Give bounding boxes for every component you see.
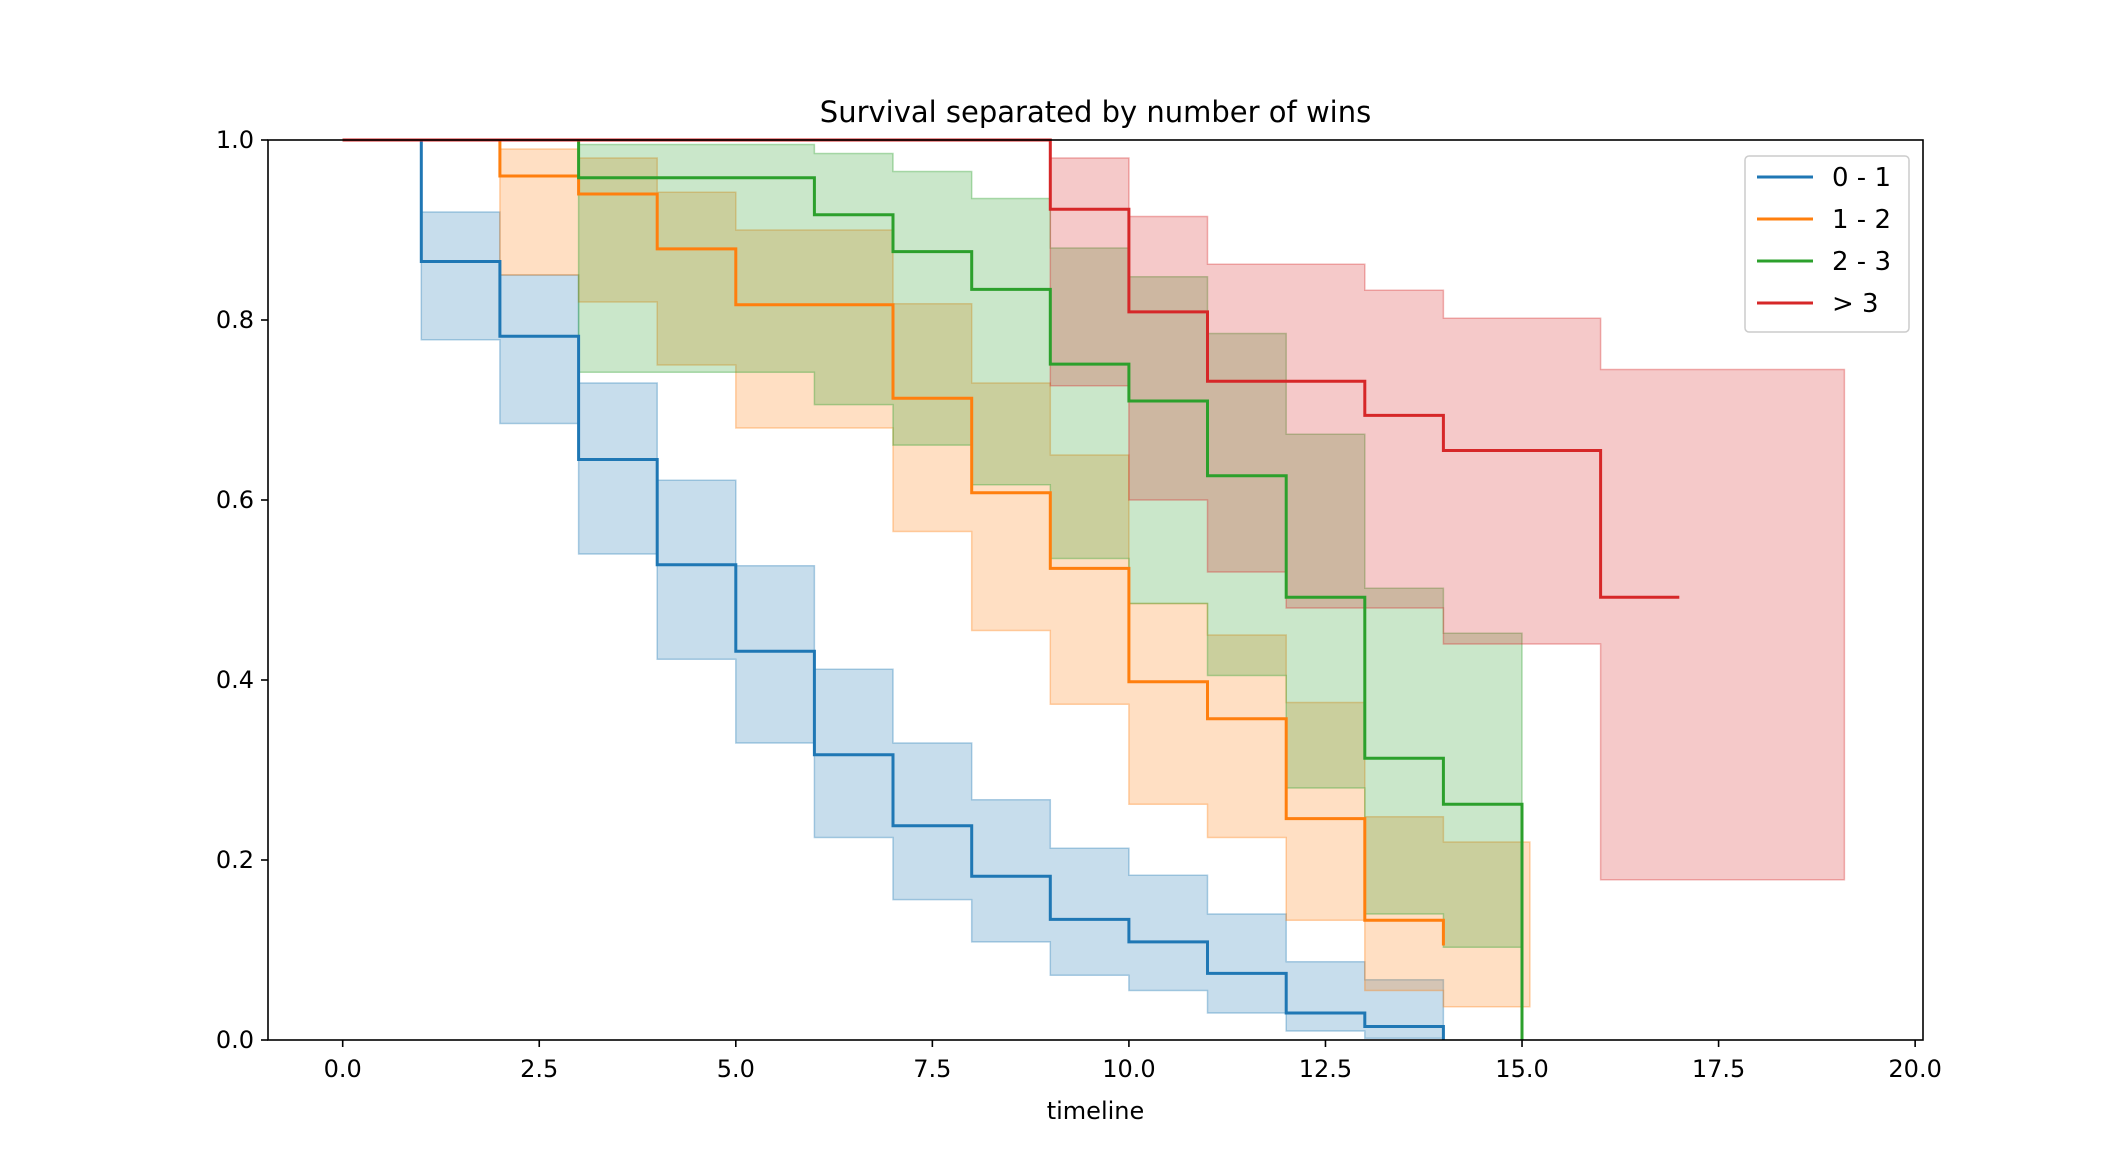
legend-frame bbox=[1744, 155, 1910, 333]
series-4-survival-line bbox=[342, 138, 1680, 599]
x-axis-ticks: 0.0 2.5 5.0 7.5 10.0 12.5 15.0 17.5 20.0 bbox=[324, 1040, 1942, 1083]
y-axis-ticks: 0.0 0.2 0.4 0.6 0.8 1.0 bbox=[216, 126, 268, 1054]
y-tick-label: 0.4 bbox=[216, 666, 254, 694]
series-1-survival-line bbox=[342, 138, 1445, 1040]
legend: 0 - 1 1 - 2 2 - 3 > 3 bbox=[1744, 155, 1910, 333]
confidence-bands bbox=[420, 143, 1846, 1040]
x-tick-label: 17.5 bbox=[1692, 1055, 1745, 1083]
y-tick-label: 0.8 bbox=[216, 306, 254, 334]
x-tick-label: 2.5 bbox=[520, 1055, 558, 1083]
legend-label-series-1: 0 - 1 bbox=[1832, 163, 1891, 193]
legend-label-series-2: 1 - 2 bbox=[1832, 205, 1891, 235]
chart-title: Survival separated by number of wins bbox=[820, 95, 1371, 129]
x-tick-label: 7.5 bbox=[913, 1055, 951, 1083]
x-axis-label: timeline bbox=[1047, 1097, 1145, 1125]
plot-frame bbox=[267, 139, 1924, 1041]
survival-lines bbox=[342, 138, 1680, 1040]
y-tick-label: 0.2 bbox=[216, 846, 254, 874]
x-tick-label: 15.0 bbox=[1495, 1055, 1548, 1083]
series-4-confidence-band bbox=[1049, 157, 1846, 881]
series-2-survival-line bbox=[342, 138, 1445, 946]
legend-label-series-3: 2 - 3 bbox=[1832, 247, 1891, 277]
y-tick-label: 0.0 bbox=[216, 1026, 254, 1054]
x-tick-label: 10.0 bbox=[1102, 1055, 1155, 1083]
legend-label-series-4: > 3 bbox=[1832, 289, 1879, 319]
x-tick-label: 20.0 bbox=[1888, 1055, 1941, 1083]
x-tick-label: 0.0 bbox=[324, 1055, 362, 1083]
y-tick-label: 1.0 bbox=[216, 126, 254, 154]
y-tick-label: 0.6 bbox=[216, 486, 254, 514]
x-tick-label: 5.0 bbox=[717, 1055, 755, 1083]
series-3-survival-line bbox=[342, 138, 1524, 1040]
x-tick-label: 12.5 bbox=[1299, 1055, 1352, 1083]
